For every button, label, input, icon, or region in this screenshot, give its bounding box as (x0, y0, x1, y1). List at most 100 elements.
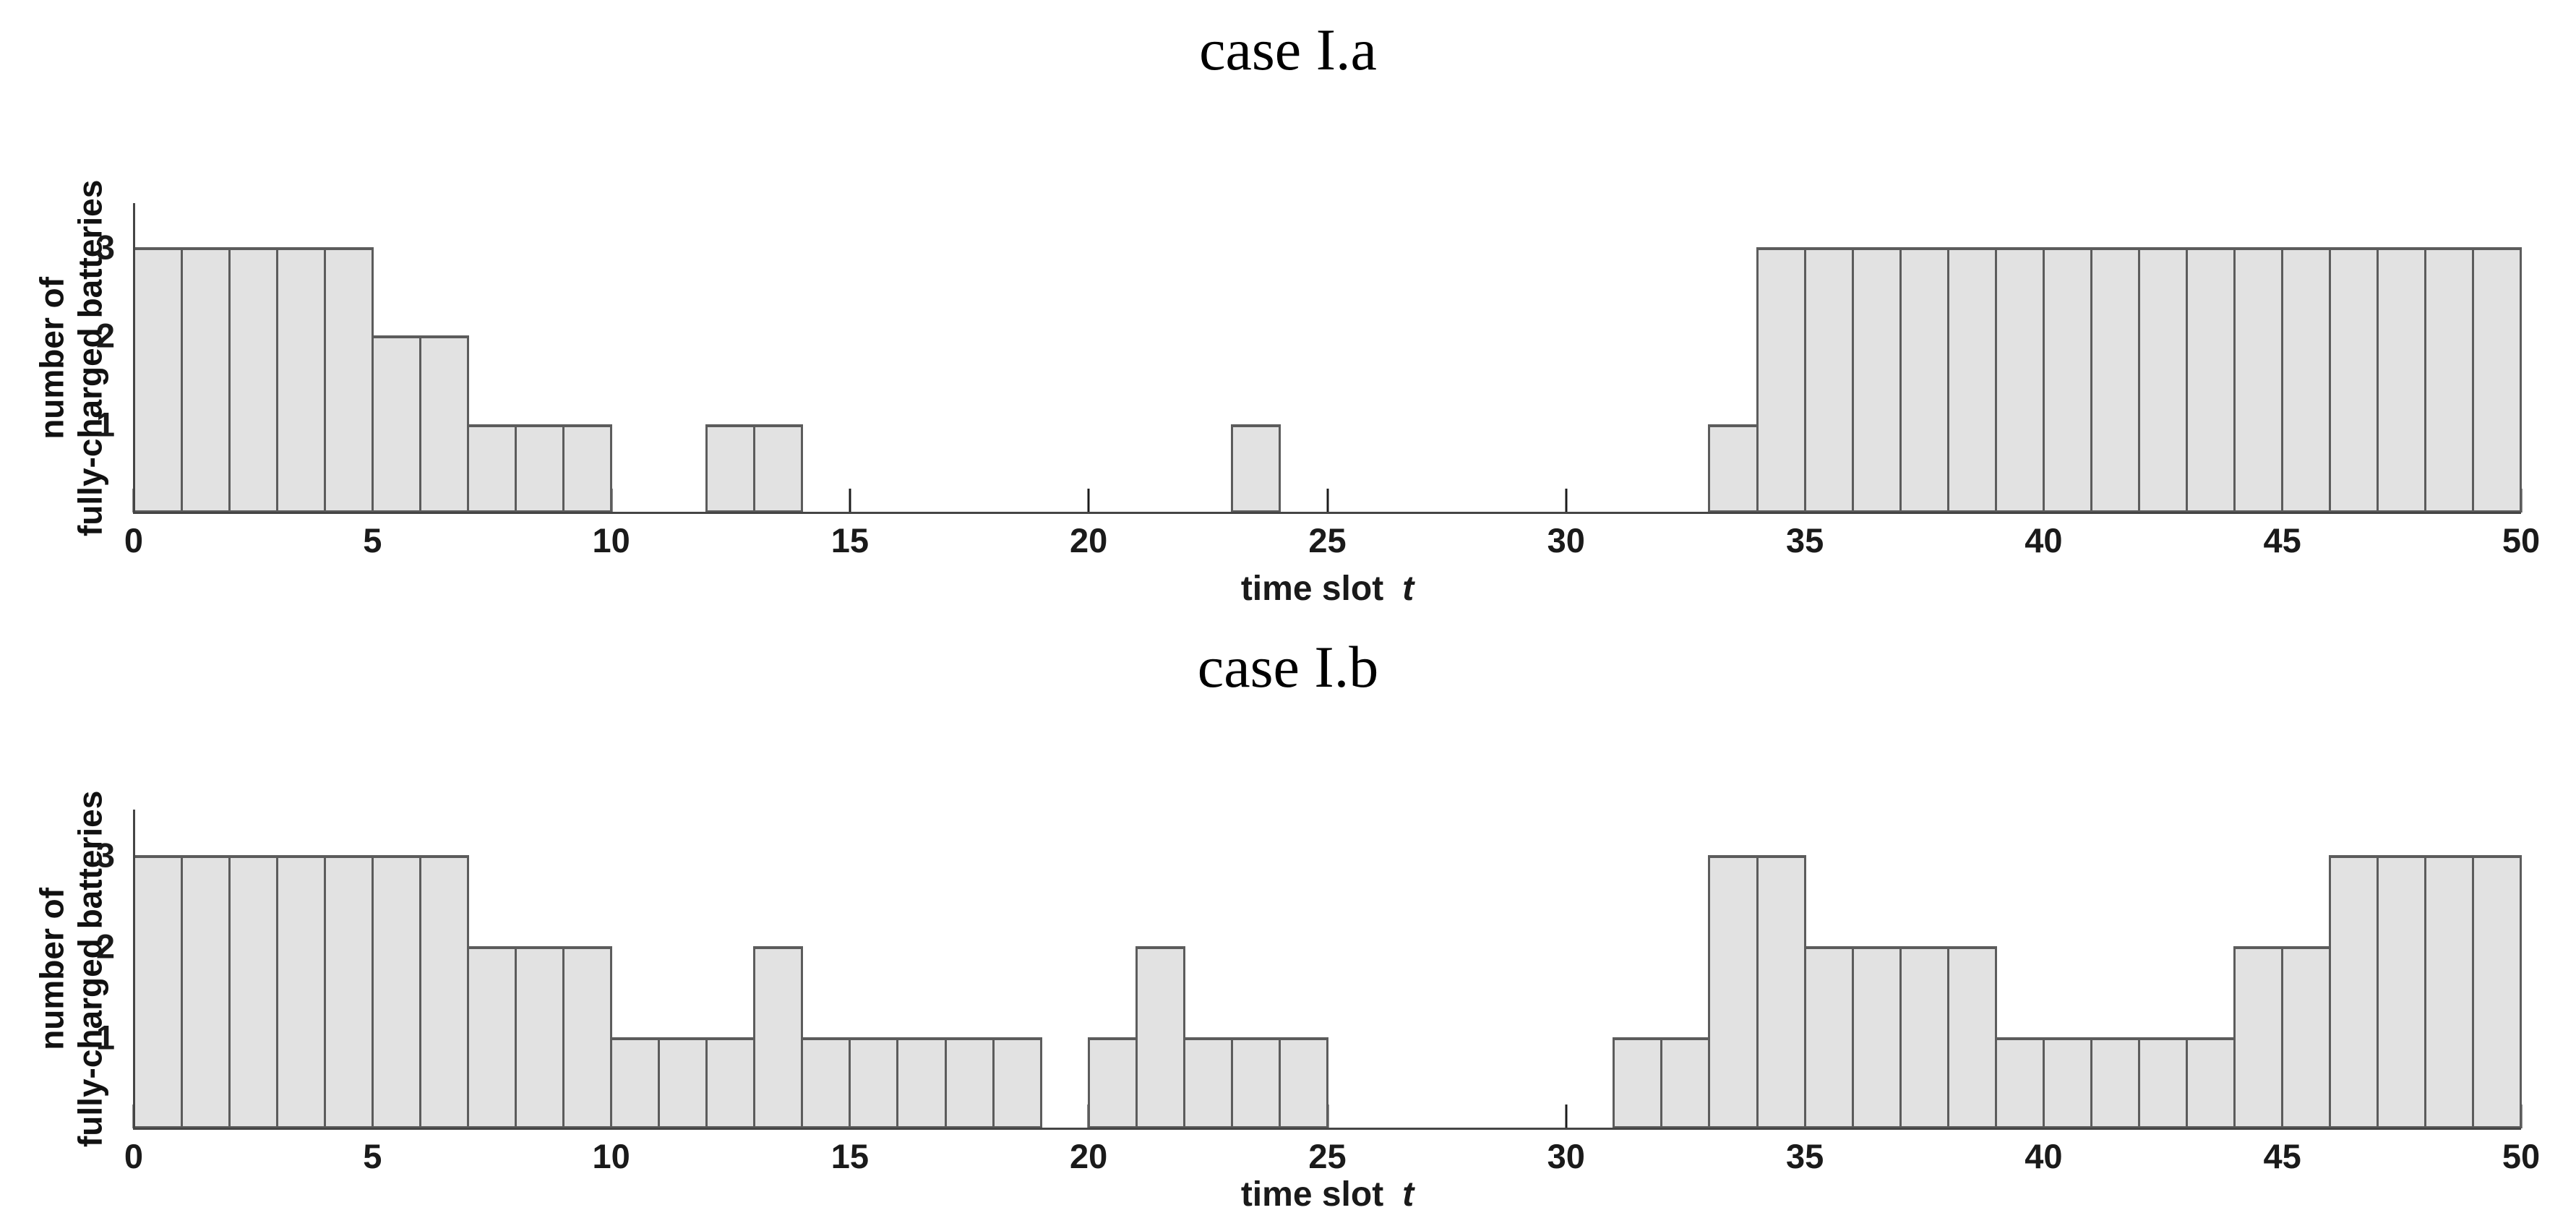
x-axis-line (132, 1127, 2521, 1130)
y-axis-line (132, 203, 135, 512)
bar (2233, 247, 2284, 512)
x-tick-label: 40 (2025, 521, 2063, 559)
x-tick-label: 0 (124, 1137, 144, 1175)
x-tick-label: 15 (830, 1137, 870, 1175)
bar (228, 855, 278, 1128)
bar (2090, 247, 2140, 512)
bar (323, 855, 374, 1128)
x-tick-label: 10 (592, 521, 630, 559)
bar (1994, 1037, 2045, 1128)
bar (610, 1037, 661, 1128)
bar (1851, 247, 1902, 512)
bar (801, 1037, 851, 1128)
y-tick-label: 3 (95, 836, 115, 875)
bar (2472, 247, 2523, 512)
bar (132, 855, 183, 1128)
y-axis-label-line1: number of (33, 888, 71, 1050)
x-tick-mark (1565, 489, 1568, 512)
bar (2424, 855, 2475, 1128)
bar (1230, 1037, 1281, 1128)
x-axis-label: time slot t (134, 572, 2521, 606)
bar (180, 855, 231, 1128)
x-tick-label: 5 (363, 521, 382, 559)
bar (2186, 247, 2236, 512)
bar (1803, 946, 1854, 1128)
bar (562, 946, 613, 1128)
bar (1708, 424, 1759, 512)
bar (275, 855, 326, 1128)
bar (705, 1037, 756, 1128)
bar (371, 335, 421, 512)
bar (1994, 247, 2045, 512)
bar (1946, 247, 1997, 512)
bar (562, 424, 613, 512)
bar (658, 1037, 708, 1128)
bar (1660, 1037, 1711, 1128)
bar (2424, 247, 2475, 512)
bar (275, 247, 326, 512)
bar (1756, 855, 1806, 1128)
bar (2472, 855, 2523, 1128)
bar (992, 1037, 1042, 1128)
bar (2281, 247, 2332, 512)
y-tick-label: 2 (95, 927, 115, 966)
bar (1946, 946, 1997, 1128)
bar (944, 1037, 995, 1128)
bar (2042, 247, 2092, 512)
bar (371, 855, 421, 1128)
x-tick-label: 25 (1308, 1137, 1347, 1175)
bar (2138, 247, 2189, 512)
x-tick-label: 5 (363, 1137, 382, 1175)
bar (466, 946, 517, 1128)
bar (1851, 946, 1902, 1128)
chart-title: case I.a (1199, 17, 1377, 82)
x-tick-mark (1087, 489, 1090, 512)
bar (849, 1037, 899, 1128)
bar (514, 946, 565, 1128)
bar (2329, 855, 2379, 1128)
bar (1278, 1037, 1328, 1128)
y-tick-label: 1 (95, 1018, 115, 1057)
plot-area: number of fully-charged batteries time s… (33, 791, 2540, 1212)
bar (753, 946, 804, 1128)
x-tick-label: 15 (830, 521, 870, 559)
x-tick-label: 30 (1547, 521, 1585, 559)
bar (2377, 247, 2427, 512)
x-tick-label: 10 (592, 1137, 630, 1175)
x-tick-label: 20 (1070, 521, 1108, 559)
x-axis-label-text: time slot (1240, 570, 1384, 608)
x-tick-label: 35 (1785, 521, 1824, 559)
bar (132, 247, 183, 512)
bar (1230, 424, 1281, 512)
x-tick-mark (1565, 1105, 1568, 1128)
bar (2377, 855, 2427, 1128)
bar (705, 424, 756, 512)
chart-title: case I.b (1197, 634, 1379, 700)
bar (1756, 247, 1806, 512)
bar (2233, 946, 2284, 1128)
bar (753, 424, 804, 512)
x-tick-label: 30 (1547, 1137, 1585, 1175)
bar (896, 1037, 947, 1128)
bar (1803, 247, 1854, 512)
x-tick-label: 45 (2263, 521, 2301, 559)
y-tick-label: 1 (95, 405, 115, 444)
bar (466, 424, 517, 512)
bar (228, 247, 278, 512)
x-axis-label-variable: t (1402, 570, 1414, 608)
bar (418, 855, 469, 1128)
bar (2138, 1037, 2189, 1128)
x-axis-label-variable: t (1402, 1175, 1414, 1214)
bar (418, 335, 469, 512)
bar (1182, 1037, 1233, 1128)
bar (1613, 1037, 1663, 1128)
bar (1135, 946, 1185, 1128)
bar (2281, 946, 2332, 1128)
x-tick-label: 25 (1308, 521, 1347, 559)
y-tick-label: 2 (95, 316, 115, 355)
x-tick-mark (1326, 489, 1328, 512)
bar (1087, 1037, 1138, 1128)
